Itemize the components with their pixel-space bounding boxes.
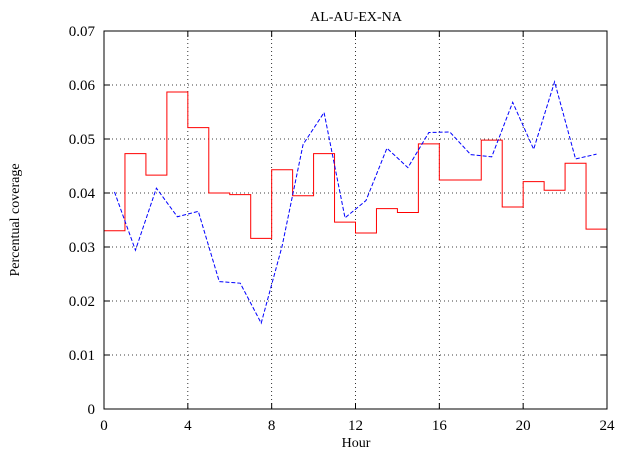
y-tick-labels: 0 0.01 0.02 0.03 0.04 0.05 0.06 0.07 [69, 24, 96, 418]
axis-ticks [103, 30, 608, 410]
x-tick-labels: 0 4 8 12 16 20 24 [100, 418, 615, 434]
y-tick-label: 0.07 [69, 24, 96, 40]
plot-area [104, 79, 607, 325]
x-tick-label: 12 [348, 418, 363, 434]
x-tick-label: 16 [432, 418, 448, 434]
y-tick-label: 0.03 [69, 240, 95, 256]
y-tick-label: 0.06 [69, 78, 96, 94]
grid-lines [104, 31, 607, 409]
x-axis-label: Hour [342, 436, 371, 451]
y-tick-label: 0 [88, 402, 96, 418]
x-tick-label: 0 [100, 418, 108, 434]
chart-title: AL-AU-EX-NA [310, 10, 403, 25]
blue-dashed-series-line [114, 79, 597, 325]
y-tick-label: 0.04 [69, 186, 96, 202]
x-tick-label: 24 [600, 418, 616, 434]
y-tick-label: 0.02 [69, 294, 95, 310]
y-tick-label: 0.05 [69, 132, 95, 148]
x-tick-label: 20 [516, 418, 531, 434]
red-step-series-line [104, 91, 607, 239]
x-tick-label: 8 [268, 418, 276, 434]
x-tick-label: 4 [184, 418, 192, 434]
y-tick-label: 0.01 [69, 348, 95, 364]
y-axis-label: Percentual coverage [8, 163, 23, 276]
